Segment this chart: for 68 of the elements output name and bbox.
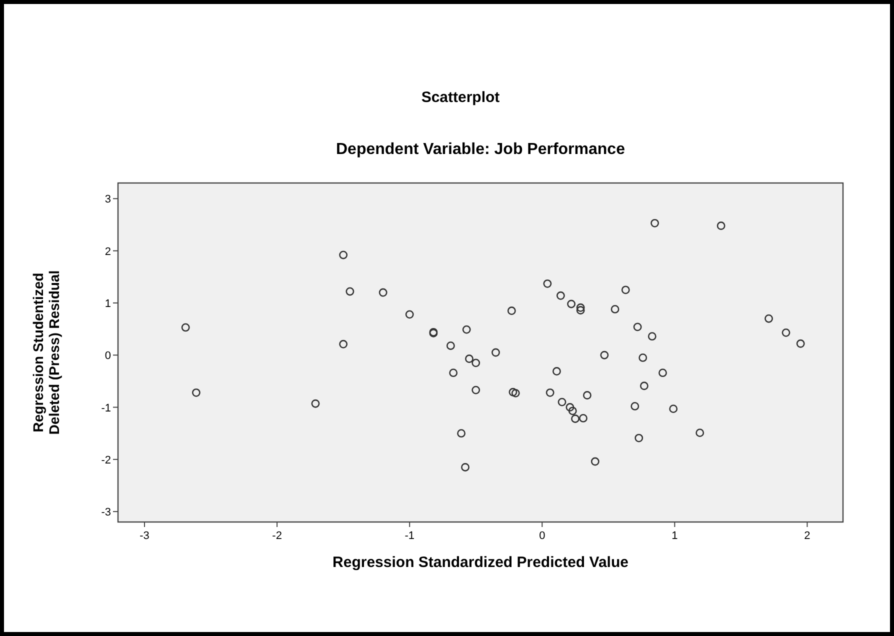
point bbox=[511, 388, 520, 398]
y-tick-label: -2 bbox=[101, 454, 111, 466]
point bbox=[378, 288, 388, 297]
point bbox=[508, 388, 518, 396]
point bbox=[650, 218, 660, 228]
point bbox=[576, 303, 585, 312]
x-tick-label: 0 bbox=[539, 530, 546, 542]
point bbox=[461, 463, 470, 472]
x-tick-label: -1 bbox=[404, 530, 414, 542]
point bbox=[311, 399, 320, 408]
point bbox=[669, 404, 678, 414]
point bbox=[472, 386, 480, 394]
point bbox=[638, 354, 648, 362]
point bbox=[181, 323, 190, 332]
point bbox=[571, 414, 580, 423]
point bbox=[465, 354, 474, 363]
point bbox=[543, 279, 552, 288]
point bbox=[579, 414, 588, 422]
point bbox=[590, 457, 600, 466]
point bbox=[446, 342, 455, 350]
point bbox=[558, 398, 566, 406]
point bbox=[346, 287, 354, 296]
point bbox=[658, 368, 667, 378]
x-axis-title: Regression Standardized Predicted Value bbox=[332, 554, 628, 571]
y-tick-label: 3 bbox=[104, 194, 111, 206]
y-axis-title: Regression Studentized Deleted (Press) Residual bbox=[30, 270, 62, 435]
point bbox=[568, 406, 577, 416]
point bbox=[462, 325, 471, 334]
chart-title: Scatterplot bbox=[421, 89, 500, 106]
point bbox=[192, 388, 200, 397]
point bbox=[492, 348, 500, 357]
chart-subtitle: Dependent Variable: Job Performance bbox=[336, 141, 626, 158]
point bbox=[716, 222, 726, 230]
point bbox=[576, 306, 585, 314]
point bbox=[566, 403, 574, 412]
x-tick-label: -2 bbox=[272, 530, 282, 542]
point bbox=[556, 291, 565, 300]
point bbox=[507, 306, 516, 315]
point bbox=[633, 322, 642, 332]
point bbox=[552, 367, 561, 376]
y-tick-label: -1 bbox=[101, 402, 111, 414]
point bbox=[696, 428, 704, 438]
point bbox=[339, 340, 348, 348]
x-tick-label: -3 bbox=[140, 530, 150, 542]
point bbox=[582, 391, 592, 400]
point bbox=[567, 300, 576, 308]
y-tick-label: 0 bbox=[104, 350, 111, 362]
y-tick-label: 2 bbox=[104, 246, 111, 258]
point bbox=[764, 314, 773, 323]
point bbox=[782, 328, 790, 337]
point bbox=[630, 402, 640, 410]
point bbox=[600, 350, 609, 360]
x-tick-label: 1 bbox=[672, 530, 678, 542]
point bbox=[449, 368, 458, 378]
point bbox=[405, 310, 414, 319]
point bbox=[796, 339, 805, 348]
point bbox=[546, 388, 554, 397]
y-tick-label: -3 bbox=[101, 506, 111, 519]
point bbox=[634, 434, 644, 442]
y-tick-label: 1 bbox=[104, 298, 111, 310]
point bbox=[621, 286, 630, 294]
point bbox=[472, 358, 480, 368]
x-tick-label: 2 bbox=[804, 530, 810, 542]
point bbox=[339, 250, 348, 260]
point bbox=[610, 305, 620, 314]
point bbox=[457, 429, 466, 438]
point bbox=[648, 332, 656, 341]
point bbox=[640, 382, 648, 390]
